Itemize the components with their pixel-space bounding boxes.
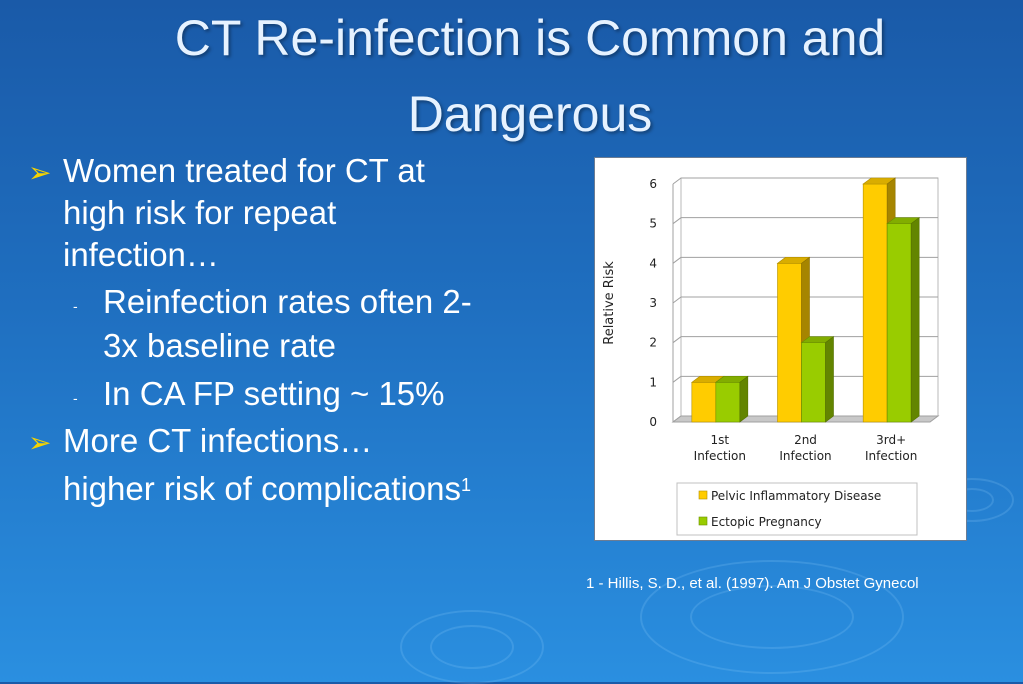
y-tick-label: 3 xyxy=(649,296,657,310)
bar xyxy=(801,342,826,423)
bullet-item: ➢ More CT infections… xyxy=(28,420,568,462)
chart-panel: 0 1 2 3 4 5 6 Relative Risk 1st Infection 2nd Infec… xyxy=(594,157,967,541)
bar xyxy=(691,382,717,423)
sub-bullet-item: - In CA FP setting ~ 15% xyxy=(28,372,568,416)
gridline-side xyxy=(672,296,682,304)
bullet-list: ➢ Women treated for CT at high risk for … xyxy=(28,150,568,510)
bar xyxy=(777,263,802,423)
bullet-text: higher risk of complications xyxy=(63,470,461,507)
ripple-decoration xyxy=(640,560,904,674)
dash-bullet-icon: - xyxy=(73,390,78,406)
sub-bullet-text: Reinfection rates often 2- xyxy=(103,283,472,320)
y-tick-label: 4 xyxy=(649,256,657,270)
x-tick-label: Infection xyxy=(694,449,746,463)
x-tick-label: 1st xyxy=(711,433,730,447)
bar-side xyxy=(825,336,834,423)
ripple-decoration xyxy=(430,625,514,669)
y-tick-label: 1 xyxy=(649,375,657,389)
bullet-text: More CT infections… xyxy=(63,422,373,459)
y-tick-label: 5 xyxy=(649,217,657,231)
relative-risk-chart: 0 1 2 3 4 5 6 Relative Risk 1st Infection 2nd Infec… xyxy=(602,177,940,536)
footnote-marker: 1 xyxy=(461,475,472,495)
citation-text: 1 - Hillis, S. D., et al. (1997). Am J O… xyxy=(586,575,919,592)
x-tick-label: 2nd xyxy=(794,433,817,447)
legend-label: Ectopic Pregnancy xyxy=(711,515,822,529)
bullet-text: Women treated for CT at xyxy=(63,152,425,189)
ripple-decoration xyxy=(690,585,854,649)
x-tick-label: 3rd+ xyxy=(876,433,906,447)
slide-title: CT Re-infection is Common and Dangerous xyxy=(40,0,1020,152)
y-tick-label: 0 xyxy=(649,415,657,429)
bullet-continuation: higher risk of complications1 xyxy=(28,468,568,510)
dash-bullet-icon: - xyxy=(73,298,78,314)
bar xyxy=(862,183,888,423)
bar-side xyxy=(739,375,749,423)
gridline-side xyxy=(672,375,682,383)
x-tick-label: Infection xyxy=(779,449,831,463)
arrow-bullet-icon: ➢ xyxy=(28,427,52,458)
y-tick-label: 6 xyxy=(649,177,657,191)
bar xyxy=(886,223,912,423)
gridline-side xyxy=(672,177,682,185)
sub-bullet-text: 3x baseline rate xyxy=(103,327,336,364)
bullet-text: high risk for repeat xyxy=(63,194,337,231)
gridline-side xyxy=(672,217,682,225)
bar-side xyxy=(910,217,920,423)
legend-label: Pelvic Inflammatory Disease xyxy=(711,489,881,503)
gridline-side xyxy=(672,336,682,344)
legend-swatch xyxy=(698,516,708,526)
title-line: CT Re-infection is Common and xyxy=(174,10,886,66)
bar xyxy=(715,382,741,423)
legend-swatch xyxy=(698,490,708,500)
y-axis-label: Relative Risk xyxy=(602,261,617,345)
sub-bullet-text: In CA FP setting ~ 15% xyxy=(103,375,445,412)
legend-box xyxy=(676,482,918,536)
arrow-bullet-icon: ➢ xyxy=(28,157,52,188)
bullet-item: ➢ Women treated for CT at high risk for … xyxy=(28,150,568,276)
gridline-side xyxy=(672,256,682,264)
sub-bullet-item: - Reinfection rates often 2- 3x baseline… xyxy=(28,280,568,368)
y-tick-label: 2 xyxy=(649,336,657,350)
bullet-text: infection… xyxy=(63,236,219,273)
title-line: Dangerous xyxy=(407,86,653,142)
x-tick-label: Infection xyxy=(865,449,917,463)
